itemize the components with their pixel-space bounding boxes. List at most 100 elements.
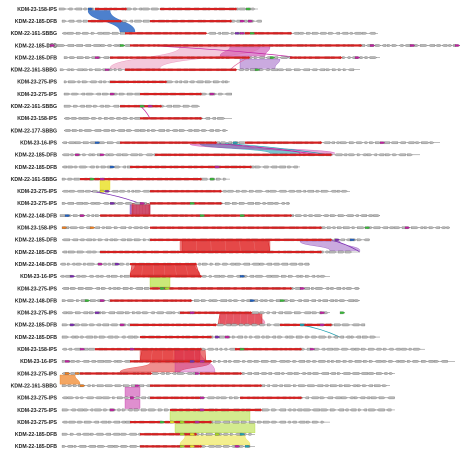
gene-arrow <box>348 360 354 363</box>
gene-arrow <box>139 396 146 400</box>
gene-arrow <box>356 141 364 144</box>
gene-arrow <box>243 68 249 71</box>
gene-arrow <box>339 238 345 242</box>
gene-arrow <box>95 202 102 205</box>
gene-arrow <box>127 226 132 229</box>
gene-arrow <box>308 214 315 217</box>
gene-arrow <box>287 420 291 424</box>
gene-arrow <box>351 372 360 375</box>
gene-arrow <box>261 408 271 412</box>
gene-arrow <box>134 19 143 23</box>
track-label: KDM-23-275-IPS <box>17 371 57 377</box>
gene-arrow <box>331 360 336 363</box>
gene-arrow <box>293 372 301 375</box>
gene-arrow <box>219 299 228 302</box>
synteny-hatch <box>163 264 166 277</box>
gene-arrow <box>202 262 209 266</box>
gene-arrow <box>101 287 107 290</box>
gene-arrow <box>372 226 381 229</box>
gene-arrow <box>89 80 97 84</box>
gene-arrow <box>334 153 343 157</box>
genome-track: KDM-22-161-SBBG <box>11 383 390 389</box>
gene-arrow <box>133 129 140 132</box>
gene-arrow <box>70 287 77 290</box>
core-region <box>245 141 320 144</box>
genome-track: KDM-22-185-DFB <box>15 444 255 450</box>
gene-arrow <box>95 360 104 363</box>
gene-arrow <box>142 311 149 315</box>
track-label: KDM-23-158-IPS <box>17 226 57 232</box>
track-label: KDM-22-185-DFB <box>15 153 57 159</box>
gene-arrow <box>122 19 128 23</box>
gene-arrow <box>346 56 351 59</box>
gene-arrow <box>440 360 448 363</box>
gene-arrow <box>297 420 306 424</box>
gene-arrow <box>269 299 275 302</box>
gene-arrow <box>118 68 123 71</box>
accent-gene <box>209 177 216 181</box>
gene-arrow <box>368 360 374 363</box>
track-label: KDM-22-185-DFB <box>15 43 57 49</box>
gene-arrow <box>353 32 362 35</box>
gene-arrow <box>315 287 324 290</box>
accent-gene <box>129 347 136 351</box>
gene-arrow <box>367 384 373 387</box>
genome-track: KDM-23-158-IPS <box>17 116 232 122</box>
gene-arrow <box>277 335 283 339</box>
gene-arrow <box>248 420 257 424</box>
track-label: KDM-22-148-DFB <box>15 298 57 304</box>
gene-arrow <box>269 190 278 193</box>
track-label: KDM-22-185-DFB <box>15 323 57 329</box>
gene-arrow <box>394 226 401 229</box>
core-region-arrowhead <box>290 213 293 218</box>
accent-gene <box>109 92 116 96</box>
gene-arrow <box>326 226 333 229</box>
gene-arrow <box>260 372 267 375</box>
gene-arrow <box>102 262 107 266</box>
gene-arrow <box>341 396 348 400</box>
gene-arrow <box>280 262 289 266</box>
gene-arrow <box>109 323 118 327</box>
gene-arrow <box>311 32 320 35</box>
gene-arrow <box>223 432 230 436</box>
accent-gene <box>354 56 361 59</box>
gene-arrow <box>271 275 280 278</box>
synteny-hatch <box>185 264 189 277</box>
gene-arrow <box>310 275 316 278</box>
gene-arrow <box>202 275 208 278</box>
core-region-arrowhead <box>210 420 213 424</box>
accent-gene <box>139 104 146 108</box>
gene-arrow <box>335 32 340 35</box>
gene-arrow <box>143 19 152 23</box>
gene-arrow <box>348 141 356 144</box>
gene-arrow <box>142 238 147 242</box>
gene-arrow <box>361 347 367 351</box>
gene-arrow <box>67 32 75 35</box>
gene-arrow <box>292 32 300 35</box>
genome-track: KDM-22-148-DFB <box>15 213 381 219</box>
gene-arrow <box>206 347 214 351</box>
track-label: KDM-22-185-DFB <box>15 432 57 438</box>
gene-arrow <box>67 165 75 169</box>
gene-arrow <box>441 44 448 47</box>
gene-arrow <box>285 68 293 71</box>
track-label: KDM-23-275-IPS <box>17 311 57 317</box>
accent-gene <box>454 44 461 47</box>
gene-arrow <box>262 420 271 424</box>
gene-arrow <box>330 141 335 144</box>
gene-arrow <box>362 408 367 412</box>
core-region-arrowhead <box>220 189 223 193</box>
core-region-arrowhead <box>210 335 213 339</box>
gene-arrow <box>277 311 284 315</box>
track-label: KDM-22-185-DFB <box>15 335 57 341</box>
gene-arrow <box>228 360 233 363</box>
gene-arrow <box>271 408 278 412</box>
gene-arrow <box>125 202 133 205</box>
core-region-arrowhead <box>200 274 203 278</box>
gene-arrow <box>201 129 208 132</box>
gene-arrow <box>394 360 400 363</box>
core-region-arrowhead <box>330 153 333 157</box>
homology-link <box>174 423 256 433</box>
accent-gene <box>189 202 196 205</box>
gene-arrow <box>334 299 340 302</box>
